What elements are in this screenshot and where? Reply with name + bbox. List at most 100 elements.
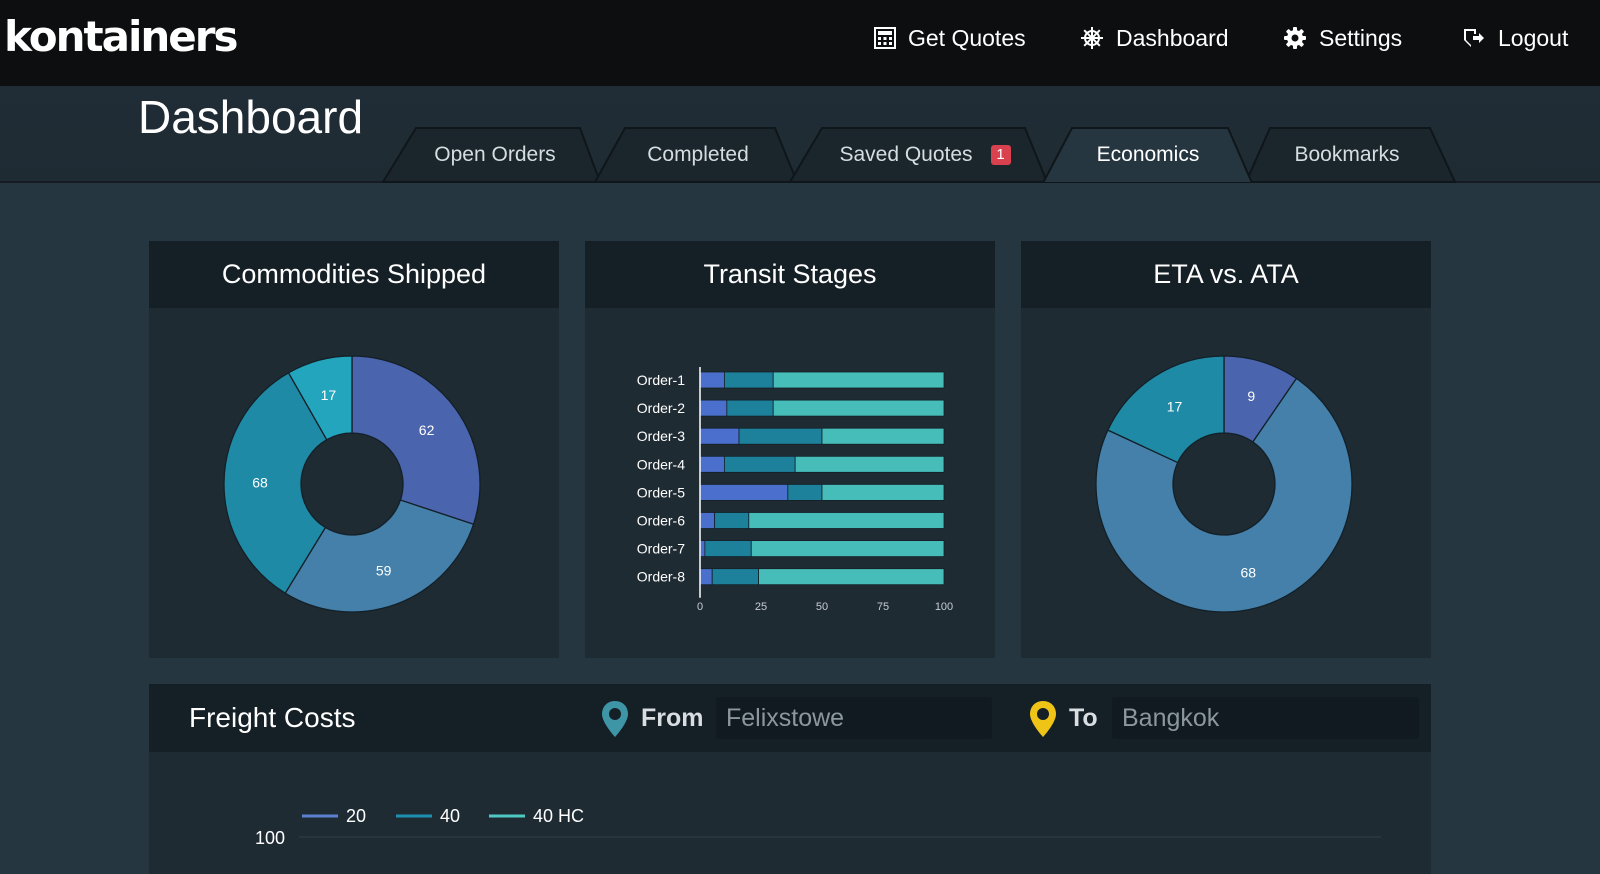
commodities-slice-1: [351, 355, 481, 526]
commodities-slice-2: [284, 499, 475, 613]
transit-category-label-7: Order-7: [637, 541, 685, 557]
calculator-icon: [874, 27, 896, 49]
transit-bar-1-stage-3: [772, 371, 945, 389]
transit-bar-8-stage-3: [758, 568, 945, 586]
transit-bar-6-stage-3: [748, 512, 945, 529]
page-title: Dashboard: [138, 91, 364, 143]
transit-bar-1-stage-1: [699, 371, 725, 389]
from-input[interactable]: [716, 697, 992, 739]
commodities-slice-label-2: 59: [376, 562, 392, 578]
tab-open-orders[interactable]: Open Orders: [416, 143, 574, 167]
eta-slice-2: [1095, 377, 1353, 613]
transit-bar-7-stage-3: [750, 540, 945, 558]
destination-pin-icon: [1030, 701, 1056, 737]
nav-settings-label: Settings: [1319, 24, 1403, 51]
gear-icon: [1284, 27, 1306, 49]
eta-card-title: ETA vs. ATA: [1021, 241, 1431, 308]
eta-slice-label-2: 68: [1241, 565, 1257, 581]
transit-bar-6-stage-2: [714, 512, 750, 529]
transit-bar-4-stage-3: [794, 455, 945, 473]
transit-x-tick-1: 0: [697, 601, 703, 613]
transit-bar-2-stage-3: [772, 399, 945, 417]
freight-toolbar: Freight Costs From To: [149, 684, 1431, 752]
commodities-slice-label-4: 17: [321, 387, 337, 403]
tab-shape-open-orders: [381, 127, 602, 183]
transit-bar-5-stage-2: [787, 483, 823, 501]
nav-get-quotes-label: Get Quotes: [908, 24, 1026, 51]
nav-dashboard-label: Dashboard: [1116, 24, 1229, 51]
tab-shape-economics: [1041, 127, 1254, 183]
commodities-slice-label-1: 62: [419, 422, 435, 438]
nav-dashboard[interactable]: Dashboard: [1080, 22, 1229, 54]
nav-logout[interactable]: Logout: [1462, 22, 1568, 54]
transit-bar-2-stage-2: [726, 399, 774, 417]
eta-card: ETA vs. ATA 9 68 17: [1021, 241, 1431, 658]
commodities-card-title: Commodities Shipped: [149, 241, 559, 308]
transit-bar-4-stage-2: [723, 455, 796, 473]
transit-bar-6-stage-1: [699, 512, 716, 529]
transit-bar-1-stage-2: [723, 371, 774, 389]
logout-icon: [1464, 29, 1484, 47]
tab-bookmarks[interactable]: Bookmarks: [1270, 143, 1424, 167]
transit-bar-8-stage-2: [711, 568, 759, 586]
transit-bar-3-stage-1: [699, 427, 740, 445]
commodities-slice-3: [223, 371, 328, 595]
to-label: To: [1069, 704, 1098, 732]
top-navbar: kontainers Get Quotes Dashboard: [0, 0, 1600, 86]
freight-y-tick-top: 100: [255, 828, 285, 848]
eta-donut-chart: 9 68 17: [1095, 355, 1353, 613]
tab-economics[interactable]: Economics: [1072, 143, 1224, 167]
transit-bar-5-stage-3: [821, 483, 945, 501]
transit-x-tick-5: 100: [935, 601, 953, 613]
transit-category-label-1: Order-1: [637, 372, 685, 388]
tab-completed[interactable]: Completed: [620, 143, 776, 167]
freight-legend-label-3: 40 HC: [533, 806, 584, 826]
nav-logout-label: Logout: [1498, 24, 1569, 51]
transit-card-title: Transit Stages: [585, 241, 995, 308]
transit-bar-4-stage-1: [699, 455, 725, 473]
transit-category-label-6: Order-6: [637, 513, 685, 529]
tab-saved-quotes[interactable]: Saved Quotes 1: [820, 143, 1030, 167]
freight-title: Freight Costs: [189, 702, 356, 733]
transit-bar-3-stage-3: [821, 427, 945, 445]
transit-bar-5-stage-1: [699, 483, 789, 501]
to-input[interactable]: [1112, 697, 1419, 739]
tab-economics-label: Economics: [1096, 143, 1200, 166]
tab-shape-completed: [593, 127, 799, 183]
commodities-donut-chart: 62 59 68 17: [223, 355, 481, 613]
transit-category-label-3: Order-3: [637, 428, 685, 444]
tab-saved-quotes-label: Saved Quotes: [839, 143, 973, 166]
transit-category-label-4: Order-4: [637, 456, 685, 472]
transit-x-tick-2: 25: [755, 601, 767, 613]
nav-get-quotes[interactable]: Get Quotes: [874, 22, 1026, 54]
from-label: From: [641, 704, 704, 732]
tab-shape-saved-quotes: [788, 127, 1049, 183]
ship-wheel-icon: [1081, 27, 1103, 49]
transit-card: Transit Stages Order-1 Order-2 Order-3 Orde…: [585, 241, 995, 658]
brand-logo[interactable]: kontainers: [4, 12, 238, 61]
commodities-slice-label-3: 68: [252, 475, 268, 491]
commodities-card: Commodities Shipped 62 59 68 17: [149, 241, 559, 658]
page-header: Dashboard Open Orders Completed Saved Qu…: [0, 86, 1600, 183]
nav-settings[interactable]: Settings: [1283, 22, 1402, 54]
transit-category-label-5: Order-5: [637, 484, 685, 500]
transit-category-label-8: Order-8: [637, 569, 685, 585]
tab-shape-bookmarks: [1244, 127, 1457, 183]
tab-bookmarks-label: Bookmarks: [1294, 143, 1400, 166]
transit-bar-3-stage-2: [738, 427, 823, 445]
transit-category-label-2: Order-2: [637, 400, 685, 416]
transit-bar-2-stage-1: [699, 399, 728, 417]
transit-x-tick-4: 75: [877, 601, 889, 613]
eta-slice-3: [1107, 355, 1225, 464]
freight-line-chart: 20 40 40 HC 100: [255, 806, 1381, 848]
saved-quotes-badge: 1: [990, 145, 1011, 165]
freight-legend-label-1: 20: [346, 806, 366, 826]
tab-completed-label: Completed: [647, 143, 749, 166]
freight-costs-panel: Freight Costs From To 20 40 40 HC 100: [149, 684, 1431, 874]
transit-bar-chart: Order-1 Order-2 Order-3 Order-4 Order-5 Order…: [637, 367, 953, 613]
eta-slice-label-3: 17: [1167, 398, 1183, 414]
commodities-slice-4: [287, 355, 353, 441]
freight-legend-label-2: 40: [440, 806, 460, 826]
transit-x-tick-3: 50: [816, 601, 828, 613]
tab-shapes: [381, 127, 1457, 183]
